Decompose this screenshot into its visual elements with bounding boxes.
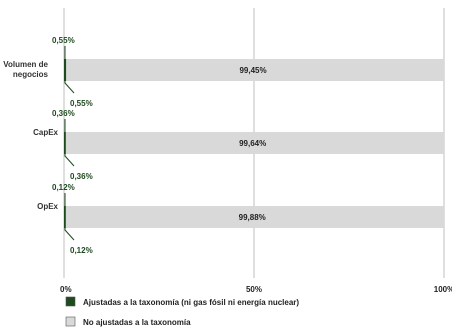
legend-label: No ajustadas a la taxonomía <box>83 318 191 327</box>
x-tick-label: 0% <box>60 285 72 294</box>
x-tick-label: 50% <box>246 285 262 294</box>
data-label-not-aligned: 99,64% <box>239 139 266 148</box>
bar-not-aligned <box>66 59 444 81</box>
legend-swatch <box>65 316 76 327</box>
leader-line <box>64 72 75 94</box>
bar-aligned <box>64 132 66 154</box>
legend-swatch <box>65 296 76 307</box>
leader-line <box>64 145 75 167</box>
data-label-aligned-bottom: 0,55% <box>70 99 93 108</box>
x-tick-label: 100% <box>434 285 452 294</box>
data-label-not-aligned: 99,88% <box>239 213 266 222</box>
data-label-not-aligned: 99,45% <box>239 66 266 75</box>
data-label-aligned-bottom: 0,36% <box>70 172 93 181</box>
bar-not-aligned <box>64 206 445 228</box>
data-label-aligned-top: 0,12% <box>52 183 75 192</box>
data-label-aligned-top: 0,36% <box>52 109 75 118</box>
category-label-line1: Volumen de <box>3 60 48 69</box>
bar-not-aligned <box>65 132 445 154</box>
data-label-aligned-top: 0,55% <box>52 36 75 45</box>
legend-label: Ajustadas a la taxonomía (ni gas fósil n… <box>83 298 299 307</box>
category-label-line2: negocios <box>13 70 49 79</box>
category-label: OpEx <box>37 202 58 211</box>
data-label-aligned-bottom: 0,12% <box>70 246 93 255</box>
category-label: CapEx <box>33 128 58 137</box>
bar-aligned <box>64 206 66 228</box>
leader-line <box>64 219 75 241</box>
bar-aligned <box>64 59 67 81</box>
